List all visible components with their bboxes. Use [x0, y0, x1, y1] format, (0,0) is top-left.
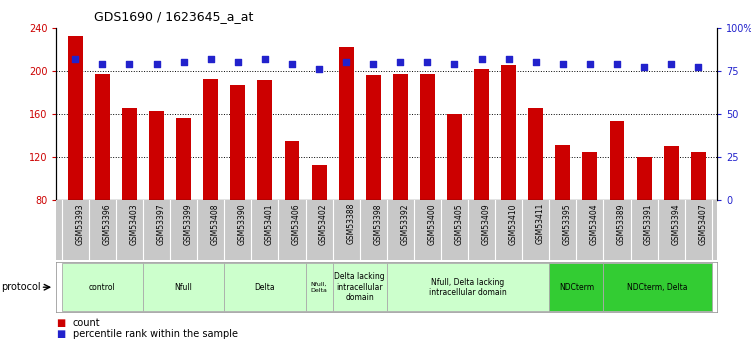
Bar [339, 47, 354, 200]
Text: protocol: protocol [2, 282, 41, 292]
Bar [604, 263, 712, 311]
Bar [556, 145, 570, 200]
Point [584, 61, 596, 67]
Point [123, 61, 135, 67]
Text: GSM53411: GSM53411 [535, 203, 544, 245]
Text: Delta: Delta [255, 283, 275, 292]
Bar [501, 65, 516, 200]
Text: GDS1690 / 1623645_a_at: GDS1690 / 1623645_a_at [94, 10, 253, 23]
Text: GSM53399: GSM53399 [184, 203, 192, 245]
Text: Nfull: Nfull [175, 283, 192, 292]
Text: GSM53404: GSM53404 [590, 203, 599, 245]
Bar [420, 74, 435, 200]
Text: GSM53391: GSM53391 [644, 203, 653, 245]
Point [665, 61, 677, 67]
Bar [258, 80, 273, 200]
Text: percentile rank within the sample: percentile rank within the sample [73, 329, 238, 339]
Bar [176, 118, 191, 200]
Text: GSM53410: GSM53410 [508, 203, 517, 245]
Text: GSM53405: GSM53405 [454, 203, 463, 245]
Text: GSM53396: GSM53396 [102, 203, 111, 245]
Text: GSM53394: GSM53394 [671, 203, 680, 245]
Point [638, 65, 650, 70]
Text: GSM53400: GSM53400 [427, 203, 436, 245]
Bar [68, 36, 83, 200]
Text: GSM53407: GSM53407 [698, 203, 707, 245]
Point [150, 61, 162, 67]
Bar [447, 114, 462, 200]
Bar [637, 157, 652, 200]
Point [448, 61, 460, 67]
Point [502, 56, 514, 61]
Text: NDCterm: NDCterm [559, 283, 594, 292]
Text: Delta lacking
intracellular
domain: Delta lacking intracellular domain [334, 272, 385, 302]
Text: NDCterm, Delta: NDCterm, Delta [627, 283, 688, 292]
Text: ■: ■ [56, 329, 65, 339]
Point [232, 59, 244, 65]
Text: GSM53409: GSM53409 [481, 203, 490, 245]
Text: GSM53398: GSM53398 [373, 203, 382, 245]
Point [475, 56, 487, 61]
Bar [583, 151, 597, 200]
Bar [122, 108, 137, 200]
Point [394, 59, 406, 65]
Point [313, 66, 325, 72]
Text: GSM53389: GSM53389 [617, 203, 626, 245]
Bar [549, 263, 604, 311]
Bar [204, 79, 218, 200]
Bar [691, 151, 706, 200]
Text: GSM53401: GSM53401 [265, 203, 274, 245]
Text: GSM53388: GSM53388 [346, 203, 355, 245]
Point [69, 56, 81, 61]
Text: Nfull,
Delta: Nfull, Delta [311, 282, 327, 293]
Text: GSM53393: GSM53393 [75, 203, 84, 245]
Text: GSM53408: GSM53408 [211, 203, 220, 245]
Text: GSM53395: GSM53395 [562, 203, 572, 245]
Bar [474, 69, 489, 200]
Bar [225, 263, 306, 311]
Text: GSM53397: GSM53397 [156, 203, 165, 245]
Bar [306, 263, 333, 311]
Text: GSM53403: GSM53403 [129, 203, 138, 245]
Point [692, 65, 704, 70]
Text: GSM53406: GSM53406 [292, 203, 301, 245]
Point [529, 59, 541, 65]
Point [286, 61, 298, 67]
Point [96, 61, 108, 67]
Point [259, 56, 271, 61]
Bar [285, 141, 300, 200]
Bar [95, 74, 110, 200]
Text: GSM53392: GSM53392 [400, 203, 409, 245]
Point [340, 59, 352, 65]
Bar [387, 263, 549, 311]
Bar [231, 85, 246, 200]
Text: count: count [73, 318, 101, 327]
Point [367, 61, 379, 67]
Text: control: control [89, 283, 116, 292]
Text: ■: ■ [56, 318, 65, 327]
Bar [528, 108, 543, 200]
Bar [610, 121, 624, 200]
Bar [143, 263, 225, 311]
Bar [393, 74, 408, 200]
Bar [312, 165, 327, 200]
Bar [62, 263, 143, 311]
Point [556, 61, 569, 67]
Point [205, 56, 217, 61]
Bar [664, 146, 679, 200]
Bar [333, 263, 387, 311]
Text: GSM53390: GSM53390 [238, 203, 247, 245]
Bar [366, 75, 381, 200]
Point [611, 61, 623, 67]
Text: GSM53402: GSM53402 [319, 203, 328, 245]
Bar [149, 111, 164, 200]
Point [178, 59, 190, 65]
Text: Nfull, Delta lacking
intracellular domain: Nfull, Delta lacking intracellular domai… [429, 277, 507, 297]
Point [421, 59, 433, 65]
